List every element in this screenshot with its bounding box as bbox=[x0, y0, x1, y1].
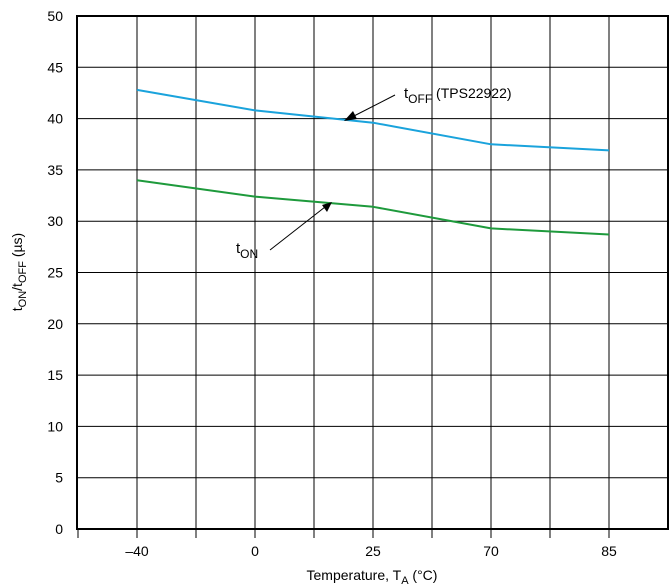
x-tick-label: 25 bbox=[365, 543, 381, 559]
y-tick-label: 40 bbox=[47, 111, 63, 127]
y-tick-labels: 0 5 10 15 20 25 30 35 40 45 50 bbox=[47, 8, 63, 537]
y-tick-label: 25 bbox=[47, 265, 63, 281]
y-tick-label: 10 bbox=[47, 418, 63, 434]
t-on-leader-line bbox=[270, 207, 325, 250]
y-tick-label: 35 bbox=[47, 162, 63, 178]
y-tick-label: 30 bbox=[47, 213, 63, 229]
ticks bbox=[78, 529, 609, 538]
y-tick-label: 50 bbox=[47, 8, 63, 24]
grid bbox=[77, 16, 668, 529]
t-off-annotation: tOFF (TPS22922) bbox=[344, 85, 512, 121]
x-axis-title: Temperature, TA (°C) bbox=[307, 567, 438, 584]
t-off-label: tOFF (TPS22922) bbox=[404, 85, 512, 106]
x-tick-label: 85 bbox=[601, 543, 617, 559]
t-on-annotation: tON bbox=[236, 202, 332, 261]
y-tick-label: 15 bbox=[47, 367, 63, 383]
x-tick-label: –40 bbox=[125, 543, 149, 559]
y-tick-label: 0 bbox=[55, 521, 63, 537]
y-tick-label: 45 bbox=[47, 59, 63, 75]
t-off-arrowhead bbox=[344, 111, 357, 121]
y-axis-title: tON/tOFF (µs) bbox=[9, 233, 29, 311]
x-tick-labels: –40 0 25 70 85 bbox=[125, 543, 617, 559]
x-tick-label: 0 bbox=[251, 543, 259, 559]
y-tick-label: 20 bbox=[47, 316, 63, 332]
x-tick-label: 70 bbox=[483, 543, 499, 559]
y-tick-label: 5 bbox=[55, 470, 63, 486]
